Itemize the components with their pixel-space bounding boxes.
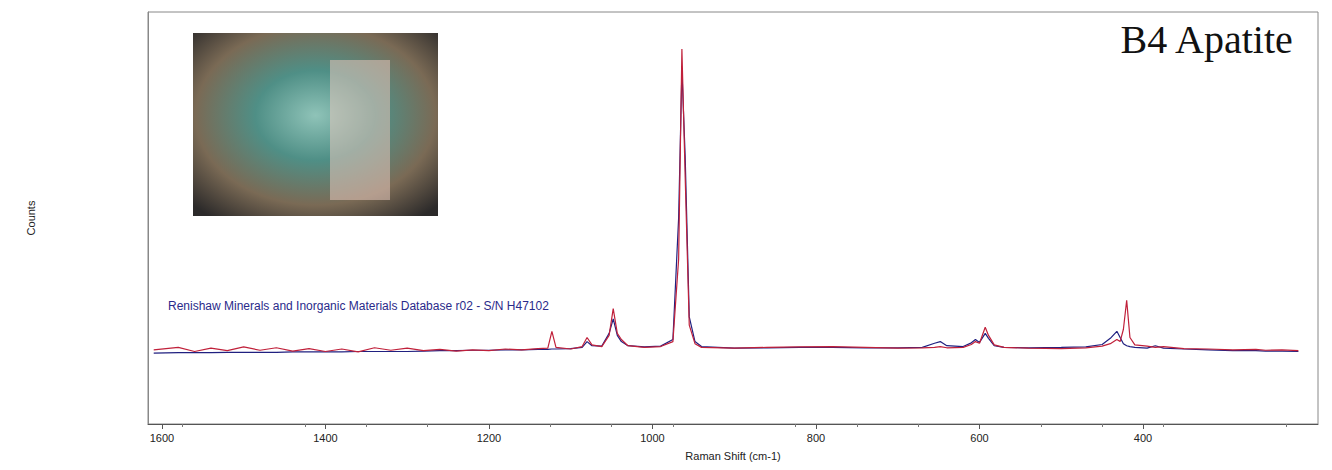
svg-text:800: 800	[807, 432, 825, 444]
svg-text:B4 Apatite: B4 Apatite	[1121, 17, 1293, 62]
svg-text:1200: 1200	[477, 432, 501, 444]
svg-text:Raman Shift (cm-1): Raman Shift (cm-1)	[685, 450, 780, 462]
svg-text:1000: 1000	[640, 432, 664, 444]
svg-text:1600: 1600	[150, 432, 174, 444]
svg-text:Counts: Counts	[25, 200, 37, 235]
svg-text:Renishaw Minerals and Inorgani: Renishaw Minerals and Inorganic Material…	[168, 299, 549, 313]
svg-text:600: 600	[970, 432, 988, 444]
svg-text:1400: 1400	[313, 432, 337, 444]
svg-text:400: 400	[1134, 432, 1152, 444]
